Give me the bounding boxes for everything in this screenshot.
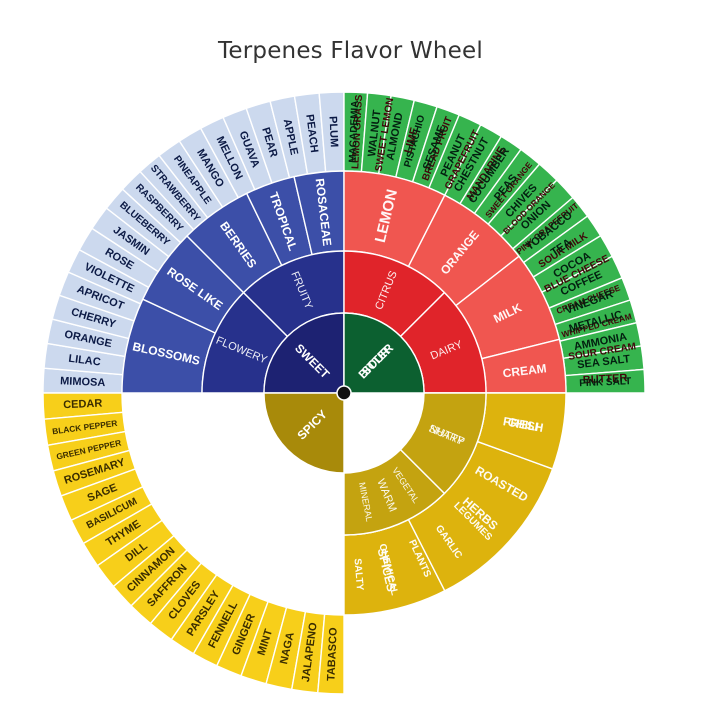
flavor-label-lemon-grass: LEMON GRASS [350,94,365,169]
subcategory-label-chili: CHILI [507,415,540,434]
subcategory-label-cream: CREAM [502,361,547,380]
flavor-sector-thyme [82,503,164,567]
flavor-sector-rosemary [52,449,137,497]
flavor-sector-cloves [149,562,218,641]
flavor-label-butter: BUTTER [583,372,628,386]
flavor-label-lilac: LILAC [68,353,102,369]
flavor-label-plum: PLUM [327,116,340,148]
flavor-label-pink-salt: PINK SALT [579,376,631,389]
center-sector-bitter [343,312,425,394]
flavor-sector-naga [265,606,307,691]
flavor-sector-mint [240,600,288,685]
flavor-label-walnut: WALNUT [366,109,383,157]
flavor-sector-basilicum [70,485,153,545]
flavor-label-mimosa: MIMOSA [60,375,106,389]
flavor-sector-jalapeno [290,610,326,694]
flavor-label-cedar: CEDAR [63,398,103,412]
flavor-sector-black-pepper [43,411,127,447]
flavor-sector-fennell [192,584,252,667]
center-sector-spicy [263,392,345,474]
flavor-sector-green-pepper [46,430,131,472]
flavor-sector-tabasco [317,613,345,695]
flavor-sector-cinnamon [112,534,189,607]
flavor-sector-parsley [170,573,234,655]
category-sector-warm [343,448,446,536]
category-sector-sharp [399,392,487,495]
subcategory-label-salty: SALTY [352,558,366,591]
flavor-label-tabasco: TABASCO [325,627,339,681]
subcategory-label-fresh: FRESH [502,414,544,435]
center-dot [336,385,352,401]
flavor-sector-sage [60,468,144,522]
flavor-label-macademia: MACADEMIA [348,100,361,163]
center-sector-sweet [263,312,345,394]
flavor-sector-dill [96,519,175,588]
page-title: Terpenes Flavor Wheel [218,38,483,64]
flavor-label-peach: PEACH [303,114,320,154]
wheel-sectors [42,91,646,695]
flavor-sector-saffron [130,548,203,625]
flavor-sector-ginger [215,593,269,677]
